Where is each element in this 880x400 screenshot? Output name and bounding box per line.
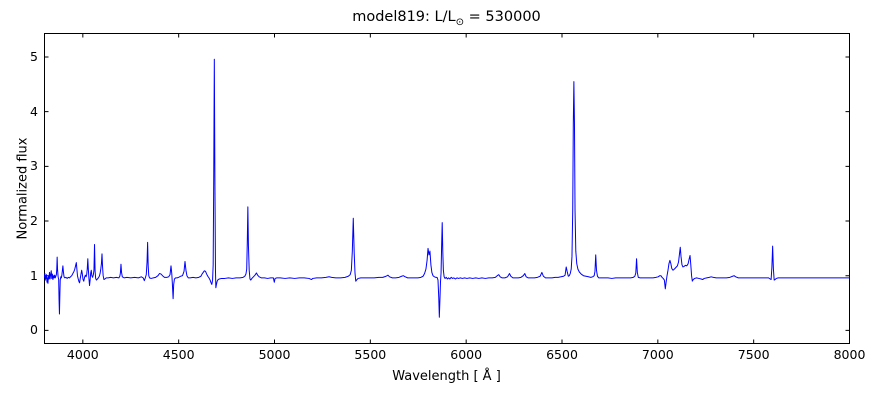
axes-frame [44, 33, 850, 344]
y-tick-label: 0 [30, 322, 38, 338]
x-tick-label: 6000 [450, 347, 483, 362]
y-tick-label: 4 [30, 103, 38, 119]
chart-title: model819: L/L⊙ = 530000 [44, 9, 849, 28]
x-tick-label: 8000 [833, 347, 866, 362]
title-suffix: = 530000 [464, 9, 541, 25]
solar-symbol: ⊙ [455, 16, 465, 28]
x-tick-label: 4500 [162, 347, 195, 362]
title-prefix: model819: L/L [352, 9, 456, 25]
y-tick-label: 3 [30, 158, 38, 174]
x-tick-label: 7500 [737, 347, 770, 362]
x-axis-label: Wavelength [ Å ] [392, 369, 501, 384]
x-tick-label: 7000 [641, 347, 674, 362]
y-tick-label: 2 [30, 213, 38, 229]
x-tick-label: 6500 [546, 347, 578, 362]
x-tick-label: 5000 [258, 347, 291, 362]
y-tick-label: 1 [30, 267, 38, 283]
spectrum-line [44, 58, 850, 318]
x-tick-label: 5500 [354, 347, 387, 362]
y-tick-label: 5 [30, 49, 38, 64]
x-tick-label: 4000 [66, 347, 99, 362]
